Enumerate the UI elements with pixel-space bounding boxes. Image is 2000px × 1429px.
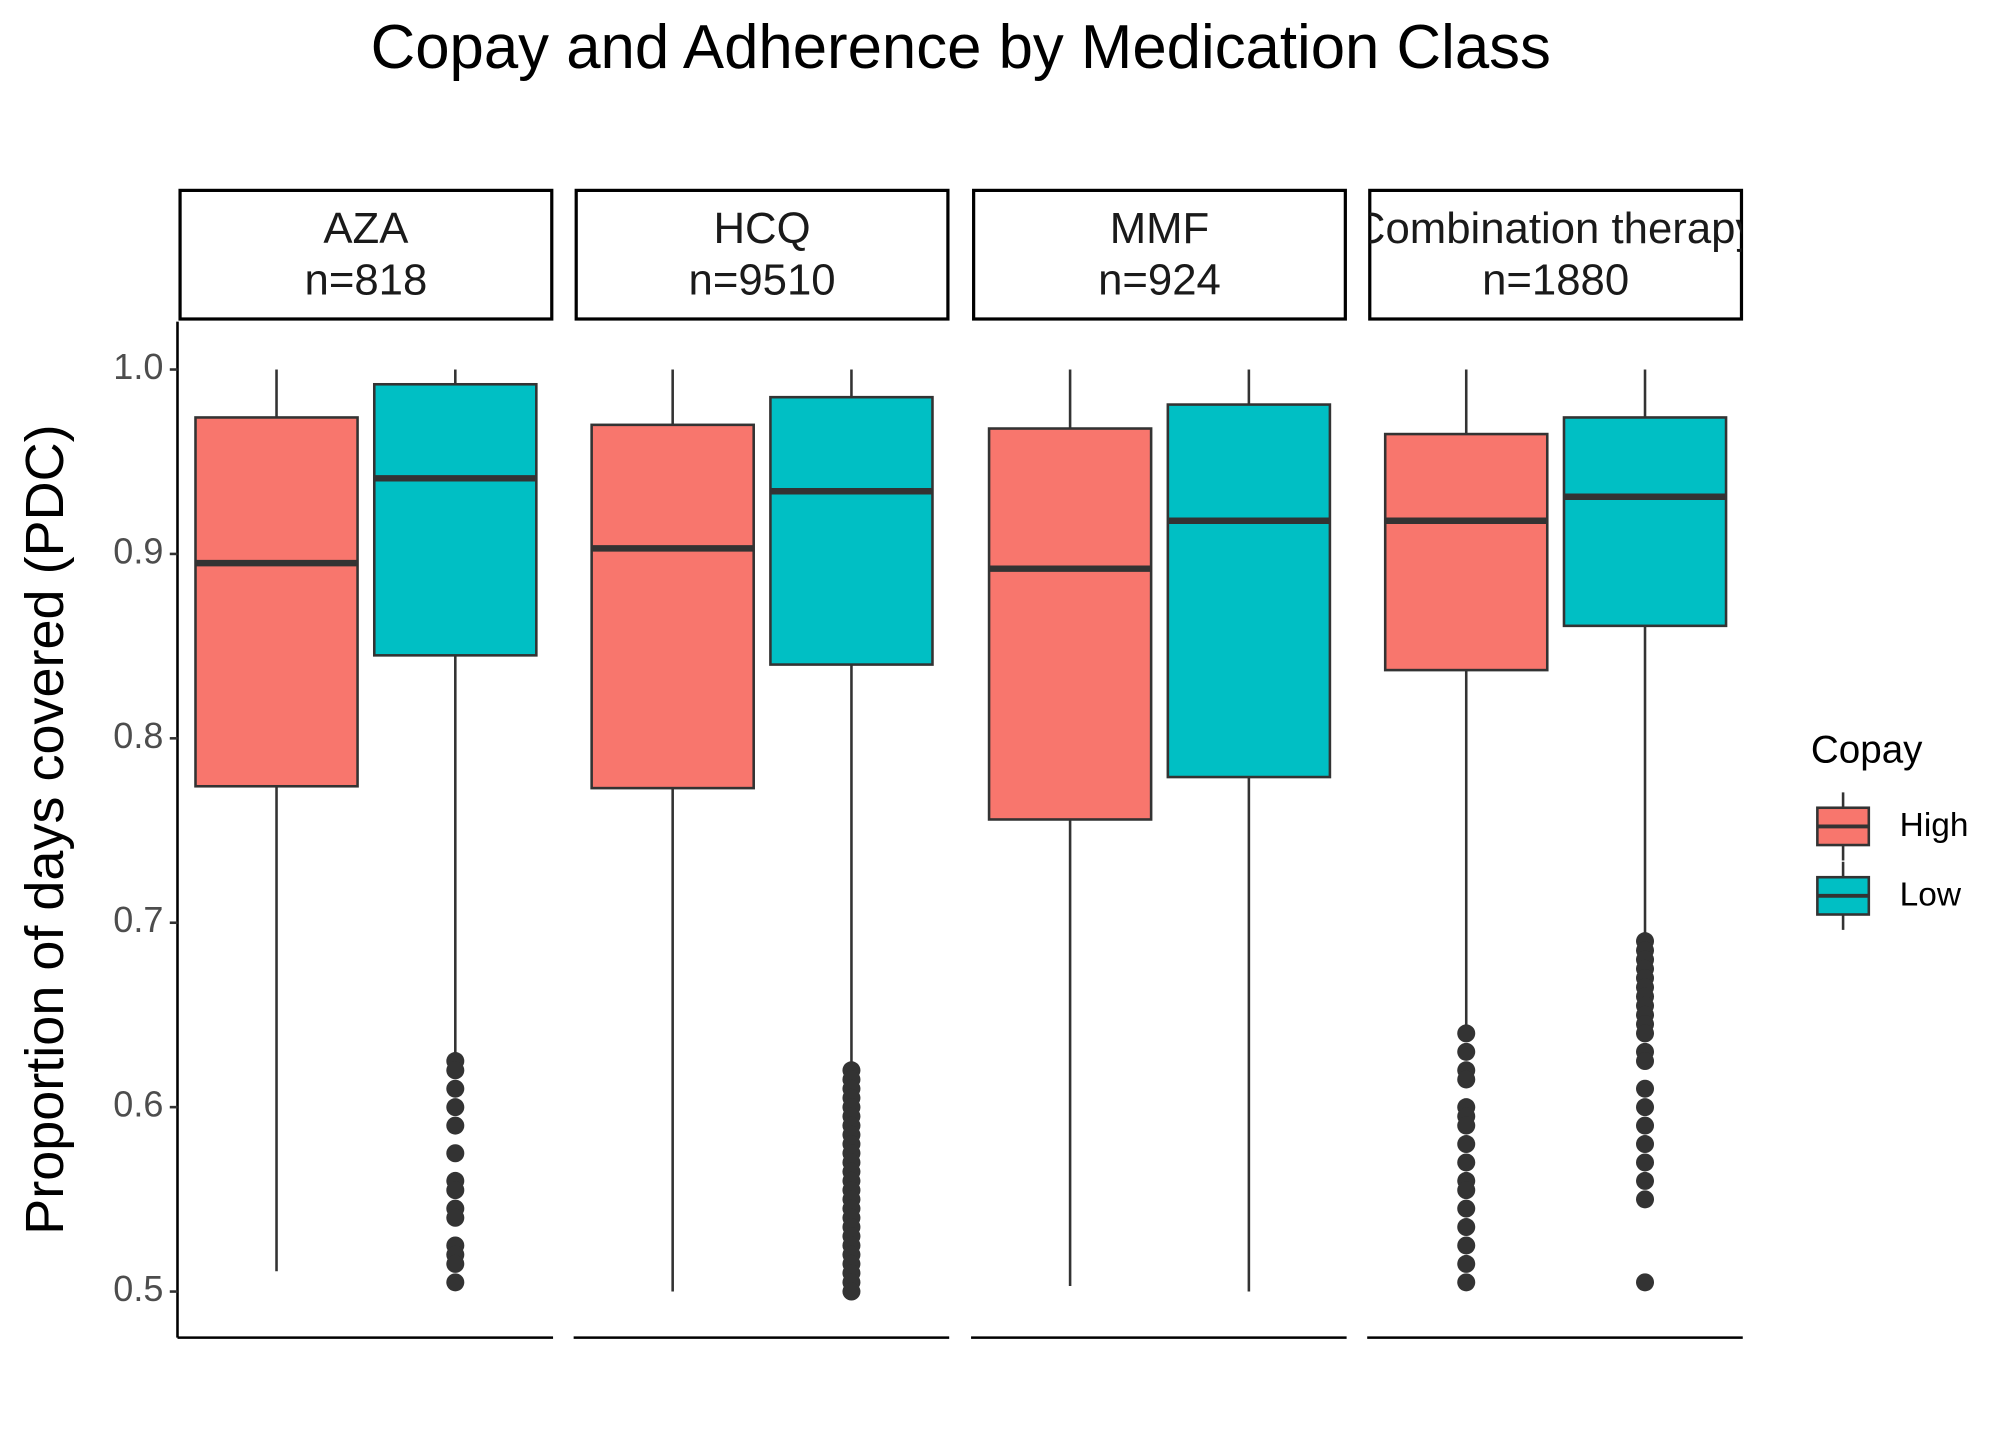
facet-label: HCQ xyxy=(713,204,810,253)
box xyxy=(1166,403,1332,779)
outlier xyxy=(446,1116,465,1135)
outlier xyxy=(1636,1153,1655,1172)
box xyxy=(194,416,359,788)
outlier xyxy=(1457,1135,1476,1154)
outlier xyxy=(1457,1024,1476,1043)
outlier xyxy=(1457,1042,1476,1061)
box xyxy=(1383,432,1549,672)
box xyxy=(1562,416,1728,628)
box xyxy=(987,427,1153,821)
facet-strip xyxy=(972,188,1347,321)
facet-label: AZA xyxy=(323,204,409,253)
outlier xyxy=(446,1273,465,1292)
box xyxy=(769,395,934,666)
y-tick-label: 1.0 xyxy=(113,346,163,387)
outlier xyxy=(446,1098,465,1117)
outlier xyxy=(446,1181,465,1200)
y-axis-label: Proportion of days covered (PDC) xyxy=(15,424,75,1234)
outlier xyxy=(446,1079,465,1098)
facet-n: n=9510 xyxy=(689,256,836,305)
outlier xyxy=(1636,1079,1655,1098)
outlier xyxy=(1636,1190,1655,1209)
outlier xyxy=(1457,1116,1476,1135)
outlier xyxy=(1636,1024,1655,1043)
facet-strip xyxy=(574,188,950,321)
outlier xyxy=(1636,1116,1655,1135)
facet-strip xyxy=(1368,188,1744,321)
outlier xyxy=(1457,1153,1476,1172)
outlier xyxy=(1636,1171,1655,1190)
box xyxy=(372,382,538,657)
outlier xyxy=(1457,1273,1476,1292)
y-tick-label: 0.6 xyxy=(113,1084,163,1125)
outlier xyxy=(446,1061,465,1080)
chart-title: Copay and Adherence by Medication Class xyxy=(371,13,1551,82)
facet-n: n=1880 xyxy=(1482,256,1629,305)
outlier xyxy=(842,1282,861,1301)
facet-n: n=818 xyxy=(305,256,428,305)
outlier xyxy=(1636,1098,1655,1117)
legend-label: High xyxy=(1900,807,1969,844)
outlier xyxy=(1457,1181,1476,1200)
legend-title: Copay xyxy=(1811,729,1923,772)
outlier xyxy=(446,1254,465,1273)
outlier xyxy=(1457,1254,1476,1273)
outlier xyxy=(1457,1199,1476,1218)
y-tick-label: 0.9 xyxy=(113,530,163,571)
y-tick-label: 0.5 xyxy=(113,1268,163,1309)
facet-n: n=924 xyxy=(1098,256,1221,305)
outlier xyxy=(1457,1070,1476,1089)
box xyxy=(590,423,755,790)
facet-label: Combination therapy xyxy=(1354,204,1758,253)
legend-label: Low xyxy=(1900,876,1962,913)
y-tick-label: 0.8 xyxy=(113,715,163,756)
outlier xyxy=(1636,1052,1655,1071)
outlier xyxy=(1457,1236,1476,1255)
facet-label: MMF xyxy=(1110,204,1210,253)
outlier xyxy=(1457,1218,1476,1237)
outlier xyxy=(1636,1273,1655,1292)
outlier xyxy=(446,1144,465,1163)
outlier xyxy=(1636,1135,1655,1154)
y-tick-label: 0.7 xyxy=(113,899,163,940)
outlier xyxy=(446,1208,465,1227)
facet-strip xyxy=(178,188,554,321)
